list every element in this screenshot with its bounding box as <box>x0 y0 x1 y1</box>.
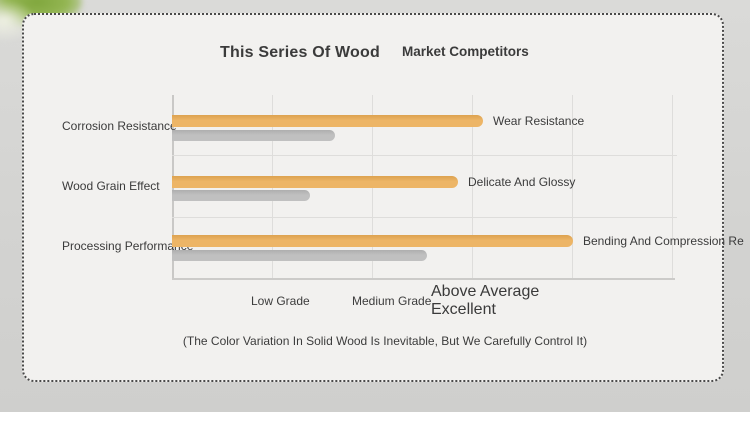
x-axis-line <box>172 278 675 280</box>
gridline <box>472 95 473 278</box>
legend-this-series-label: This Series Of Wood <box>220 44 380 61</box>
bar-this-series-grain <box>172 176 458 188</box>
page-background-strip <box>0 412 750 433</box>
bar-this-series-corrosion <box>172 115 483 127</box>
bar-row: Bending And Compression Re <box>172 234 744 248</box>
bar-end-label-wear-resistance: Wear Resistance <box>493 114 585 128</box>
bar-row: Wear Resistance <box>172 114 584 128</box>
x-tick-medium-grade: Medium Grade <box>352 294 432 308</box>
gridline <box>172 155 677 156</box>
category-label-corrosion-resistance: Corrosion Resistance <box>62 119 177 133</box>
gridline <box>672 95 673 278</box>
footnote-text: (The Color Variation In Solid Wood Is In… <box>182 334 588 348</box>
bar-this-series-processing <box>172 235 573 247</box>
bar-competitor-corrosion <box>172 130 335 141</box>
gridline <box>572 95 573 278</box>
x-tick-low-grade: Low Grade <box>251 294 310 308</box>
category-label-wood-grain-effect: Wood Grain Effect <box>62 179 160 193</box>
bar-end-label-bending-compression: Bending And Compression Re <box>583 234 744 248</box>
chart-panel <box>22 13 724 382</box>
bar-competitor-grain <box>172 190 310 201</box>
legend-competitors-label: Market Competitors <box>402 44 529 59</box>
gridline <box>172 217 677 218</box>
bar-competitor-processing <box>172 250 427 261</box>
x-tick-excellent: Excellent <box>431 301 496 318</box>
bar-end-label-delicate-glossy: Delicate And Glossy <box>468 175 576 189</box>
x-tick-above-average: Above Average <box>431 283 540 300</box>
category-label-processing-performance: Processing Performance <box>62 239 194 253</box>
bar-row: Delicate And Glossy <box>172 175 575 189</box>
